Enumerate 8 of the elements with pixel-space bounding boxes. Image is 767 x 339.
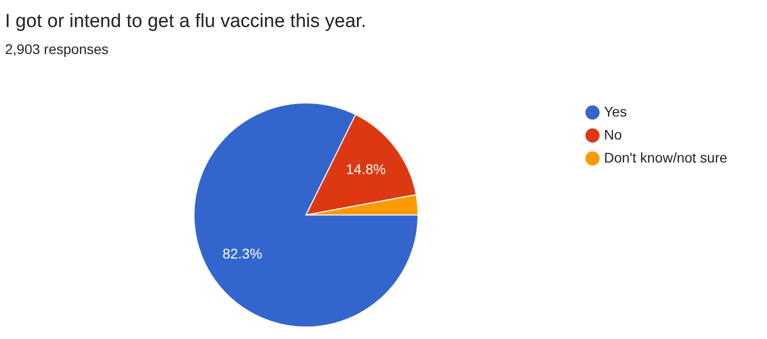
- pie-slice: [194, 102, 418, 328]
- text: 2,903 responses: [5, 41, 109, 57]
- chart-title: I got or intend to get a flu vaccine this year.: [5, 11, 366, 32]
- legend-label: No: [604, 126, 622, 142]
- legend-label: Don't know/not sure: [604, 150, 728, 166]
- data-label: 82.3%: [222, 246, 262, 262]
- data-label: 14.8%: [346, 160, 386, 177]
- legend-label: Yes: [604, 104, 627, 120]
